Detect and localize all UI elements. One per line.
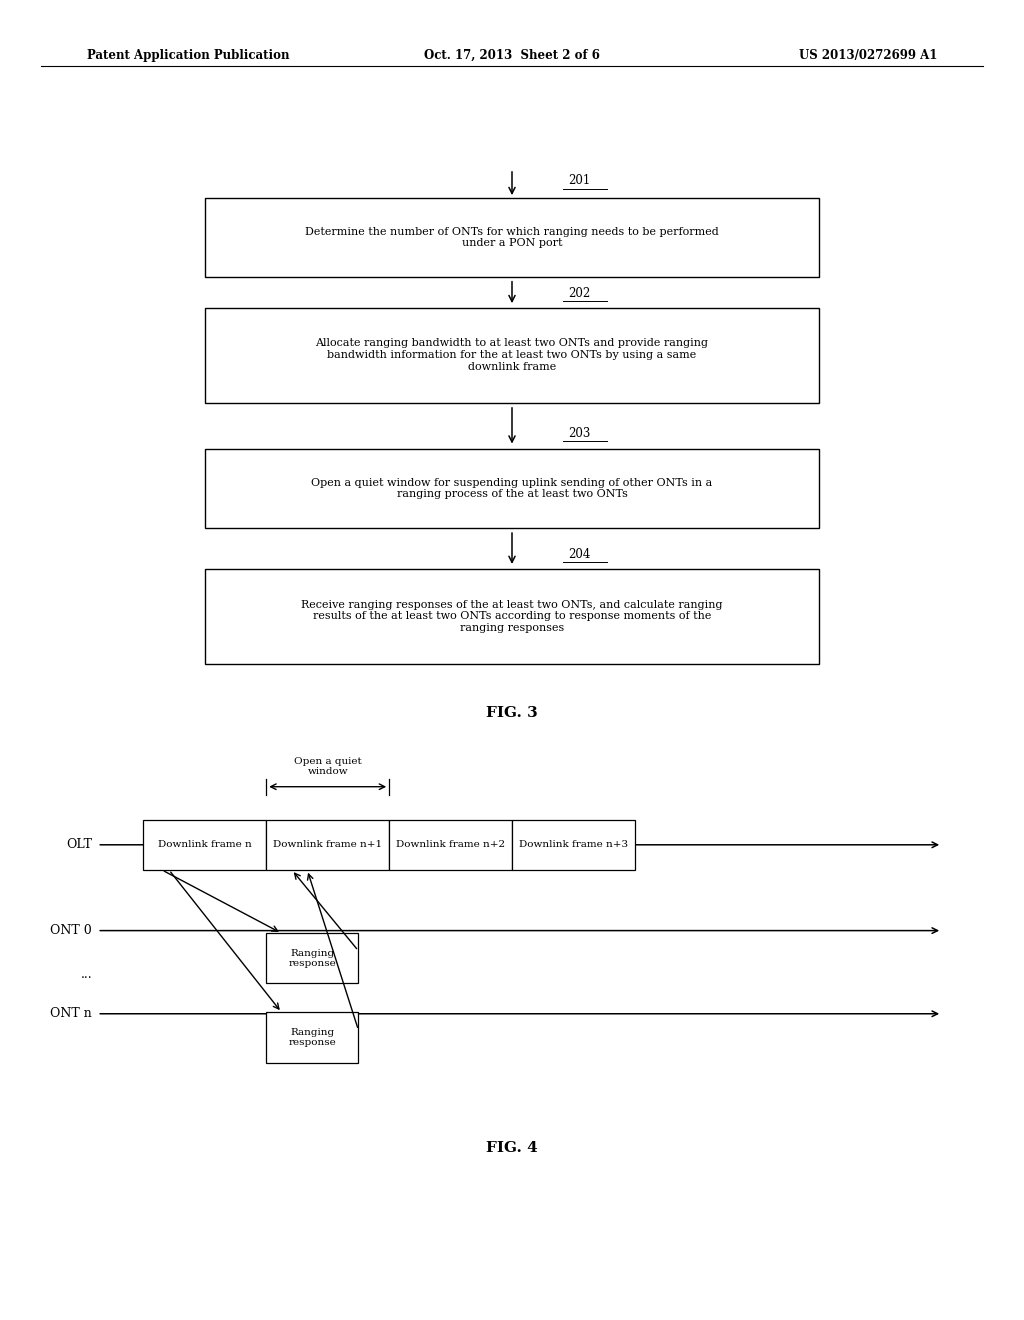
Text: Allocate ranging bandwidth to at least two ONTs and provide ranging
bandwidth in: Allocate ranging bandwidth to at least t… — [315, 338, 709, 372]
Text: Receive ranging responses of the at least two ONTs, and calculate ranging
result: Receive ranging responses of the at leas… — [301, 599, 723, 634]
Text: 202: 202 — [568, 286, 591, 300]
FancyBboxPatch shape — [143, 820, 266, 870]
Text: Patent Application Publication: Patent Application Publication — [87, 49, 290, 62]
FancyBboxPatch shape — [512, 820, 635, 870]
Text: Determine the number of ONTs for which ranging needs to be performed
under a PON: Determine the number of ONTs for which r… — [305, 227, 719, 248]
Text: ONT 0: ONT 0 — [50, 924, 92, 937]
Text: Oct. 17, 2013  Sheet 2 of 6: Oct. 17, 2013 Sheet 2 of 6 — [424, 49, 600, 62]
FancyBboxPatch shape — [266, 933, 358, 983]
Text: Downlink frame n+2: Downlink frame n+2 — [396, 841, 505, 849]
FancyBboxPatch shape — [205, 198, 819, 277]
Text: FIG. 3: FIG. 3 — [486, 706, 538, 719]
Text: Ranging
response: Ranging response — [289, 949, 336, 968]
Text: Downlink frame n+3: Downlink frame n+3 — [519, 841, 628, 849]
FancyBboxPatch shape — [266, 820, 389, 870]
Text: Open a quiet
window: Open a quiet window — [294, 756, 361, 776]
Text: Ranging
response: Ranging response — [289, 1028, 336, 1047]
Text: Downlink frame n: Downlink frame n — [158, 841, 252, 849]
Text: 201: 201 — [568, 174, 591, 187]
Text: OLT: OLT — [67, 838, 92, 851]
Text: ...: ... — [81, 968, 92, 981]
Text: FIG. 4: FIG. 4 — [486, 1142, 538, 1155]
Text: 203: 203 — [568, 426, 591, 440]
FancyBboxPatch shape — [205, 569, 819, 664]
Text: Downlink frame n+1: Downlink frame n+1 — [273, 841, 382, 849]
FancyBboxPatch shape — [205, 308, 819, 403]
Text: US 2013/0272699 A1: US 2013/0272699 A1 — [799, 49, 937, 62]
Text: 204: 204 — [568, 548, 591, 561]
FancyBboxPatch shape — [266, 1012, 358, 1063]
Text: Open a quiet window for suspending uplink sending of other ONTs in a
ranging pro: Open a quiet window for suspending uplin… — [311, 478, 713, 499]
FancyBboxPatch shape — [389, 820, 512, 870]
Text: ONT n: ONT n — [50, 1007, 92, 1020]
FancyBboxPatch shape — [205, 449, 819, 528]
